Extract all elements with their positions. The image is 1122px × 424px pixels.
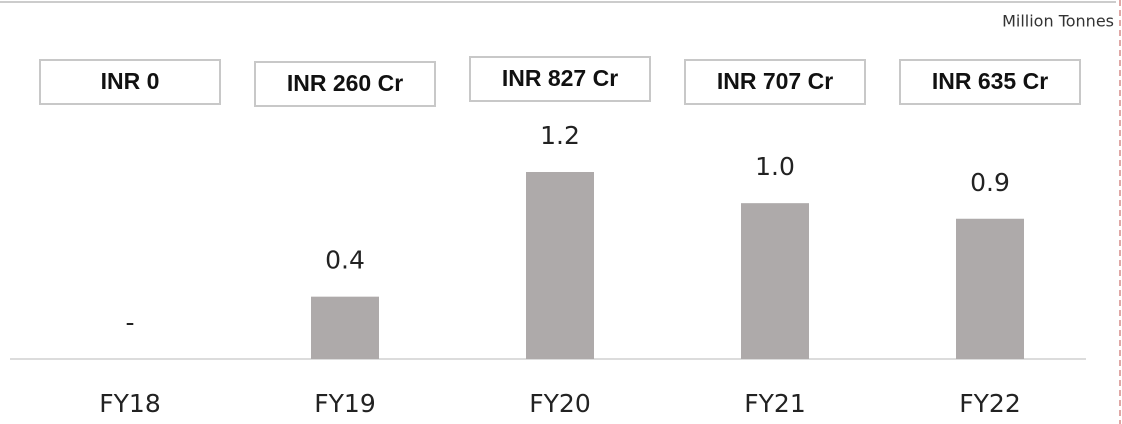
value-label: - xyxy=(125,308,134,337)
annotation: INR 827 Cr xyxy=(502,65,618,91)
x-tick-label: FY20 xyxy=(529,389,590,418)
bar xyxy=(311,296,379,359)
annotation: INR 0 xyxy=(101,68,160,94)
annotation-box xyxy=(254,61,436,107)
x-tick-label: FY18 xyxy=(99,389,160,418)
bar xyxy=(526,172,594,359)
value-label: 0.9 xyxy=(970,168,1010,197)
x-tick-label: FY19 xyxy=(314,389,375,418)
x-tick-label: FY22 xyxy=(959,389,1020,418)
value-label: 1.0 xyxy=(755,152,795,181)
annotation-box xyxy=(469,56,651,102)
value-label: 1.2 xyxy=(540,121,580,150)
annotation-box xyxy=(39,59,221,105)
annotation: INR 707 Cr xyxy=(717,68,833,94)
x-tick-label: FY21 xyxy=(744,389,805,418)
annotation: INR 260 Cr xyxy=(287,70,403,96)
annotation: INR 635 Cr xyxy=(932,68,1048,94)
annotation-box xyxy=(684,59,866,105)
bar xyxy=(956,218,1024,359)
bar xyxy=(741,203,809,359)
value-label: 0.4 xyxy=(325,246,365,275)
unit-label: Million Tonnes xyxy=(1002,12,1114,31)
annotation-box xyxy=(899,59,1081,105)
